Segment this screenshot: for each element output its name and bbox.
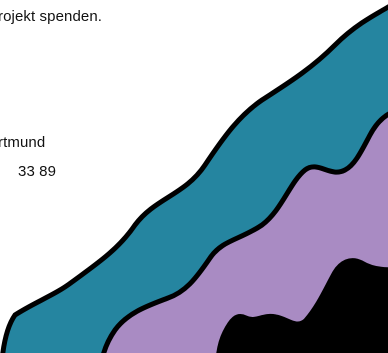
donate-text-line: rojekt spenden. bbox=[0, 8, 103, 25]
black-wave-band bbox=[216, 258, 388, 353]
lavender-wave-band bbox=[101, 111, 388, 353]
phone-number-line: 33 89 bbox=[18, 163, 57, 180]
address-city-line: rtmund bbox=[0, 134, 46, 151]
